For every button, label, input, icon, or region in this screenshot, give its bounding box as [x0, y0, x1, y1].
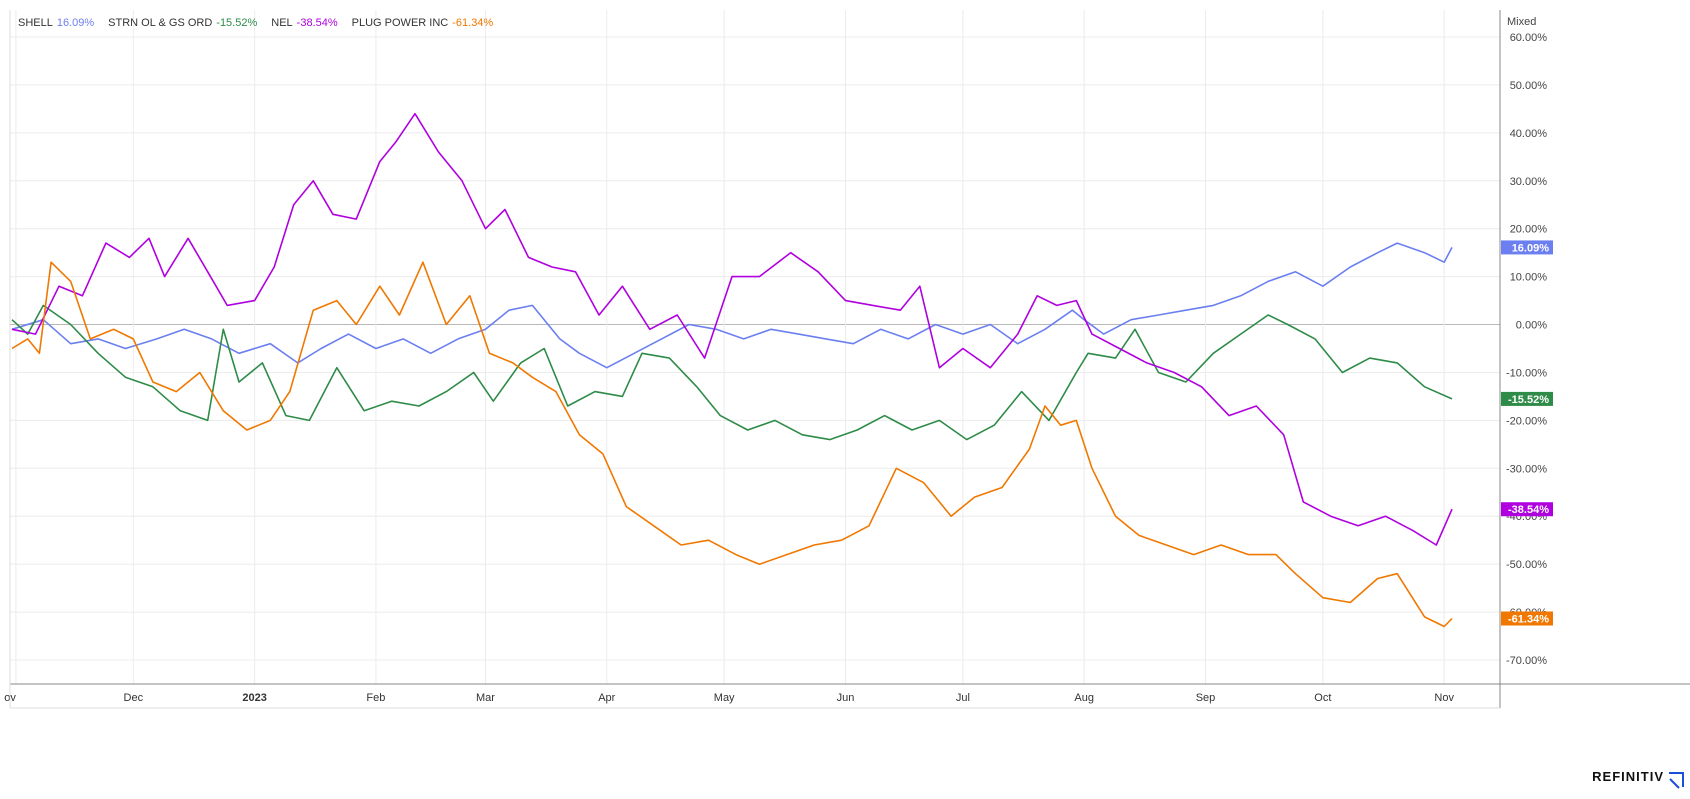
legend-series-change: -38.54% [296, 17, 338, 29]
refinitiv-logo-icon [1669, 772, 1684, 789]
y-tick-label: 40.00% [1510, 128, 1548, 140]
series-line-plug-power-inc [11, 261, 1453, 628]
grid-layer [10, 10, 1500, 684]
legend-series-change: -15.52% [216, 17, 258, 29]
last-value-tag [1501, 240, 1553, 255]
x-tick-label: Feb [366, 692, 385, 704]
legend-item[interactable]: NEL -38.54% [271, 17, 337, 29]
axis-layer: 60.00% 50.00% 40.00% 30.00% 20.00% 10.00% 0.00… [4, 10, 1690, 709]
legend-item[interactable]: PLUG POWER INC -61.34% [352, 17, 494, 29]
last-value-tag [1501, 391, 1553, 406]
x-tick-label: Nov [1434, 692, 1454, 704]
y-tick-label: 0.00% [1516, 320, 1547, 332]
y-tick-label: -10.00% [1506, 367, 1547, 379]
y-tick-label: 50.00% [1510, 80, 1548, 92]
legend-series-name: NEL [271, 17, 293, 29]
series-line-shell [11, 242, 1453, 369]
last-value-tags: 16.09% -15.52% -38.54% -61.34% [1501, 240, 1553, 626]
x-tick-label: Apr [598, 692, 615, 704]
x-tick-label: Jun [837, 692, 855, 704]
x-tick-label: Jul [956, 692, 970, 704]
legend-series-name: SHELL [18, 17, 53, 29]
x-tick-label: Dec [124, 692, 144, 704]
series-line-nel [11, 112, 1453, 546]
scale-mode-label[interactable]: Mixed [1507, 16, 1536, 28]
y-tick-label: 10.00% [1510, 272, 1548, 284]
x-tick-label: May [714, 692, 735, 704]
y-tick-label: -70.00% [1506, 655, 1547, 667]
series-line-strn-ol-gs-ord [11, 304, 1453, 441]
x-tick-label: Sep [1196, 692, 1216, 704]
last-value-tag-label: -15.52% [1508, 394, 1549, 406]
y-tick-label: 20.00% [1510, 224, 1548, 236]
legend-series-name: STRN OL & GS ORD [108, 17, 213, 29]
brand-name: REFINITIV [1592, 769, 1664, 784]
last-value-tag-label: 16.09% [1512, 242, 1550, 254]
last-value-tag [1501, 502, 1553, 517]
series-layer [11, 112, 1453, 628]
last-value-tag-label: -38.54% [1508, 504, 1549, 516]
y-tick-label: -30.00% [1506, 463, 1547, 475]
x-tick-label: Oct [1314, 692, 1331, 704]
y-tick-label: -50.00% [1506, 559, 1547, 571]
last-value-tag-label: -61.34% [1508, 613, 1549, 625]
last-value-tag [1501, 611, 1553, 626]
legend-series-change: -61.34% [452, 17, 494, 29]
legend-item[interactable]: SHELL 16.09% [18, 17, 94, 29]
chart-legend: SHELL 16.09% STRN OL & GS ORD -15.52% NEL -38… [18, 17, 507, 29]
legend-item[interactable]: STRN OL & GS ORD -15.52% [108, 17, 257, 29]
legend-series-change: 16.09% [56, 17, 95, 29]
y-tick-label: -20.00% [1506, 415, 1547, 427]
y-tick-label: 60.00% [1510, 32, 1548, 44]
x-tick-label: Aug [1074, 692, 1094, 704]
legend-series-name: PLUG POWER INC [351, 17, 449, 29]
x-tick-label: Mar [476, 692, 495, 704]
x-tick-label: 2023 [242, 692, 266, 704]
y-tick-label: 30.00% [1510, 176, 1548, 188]
